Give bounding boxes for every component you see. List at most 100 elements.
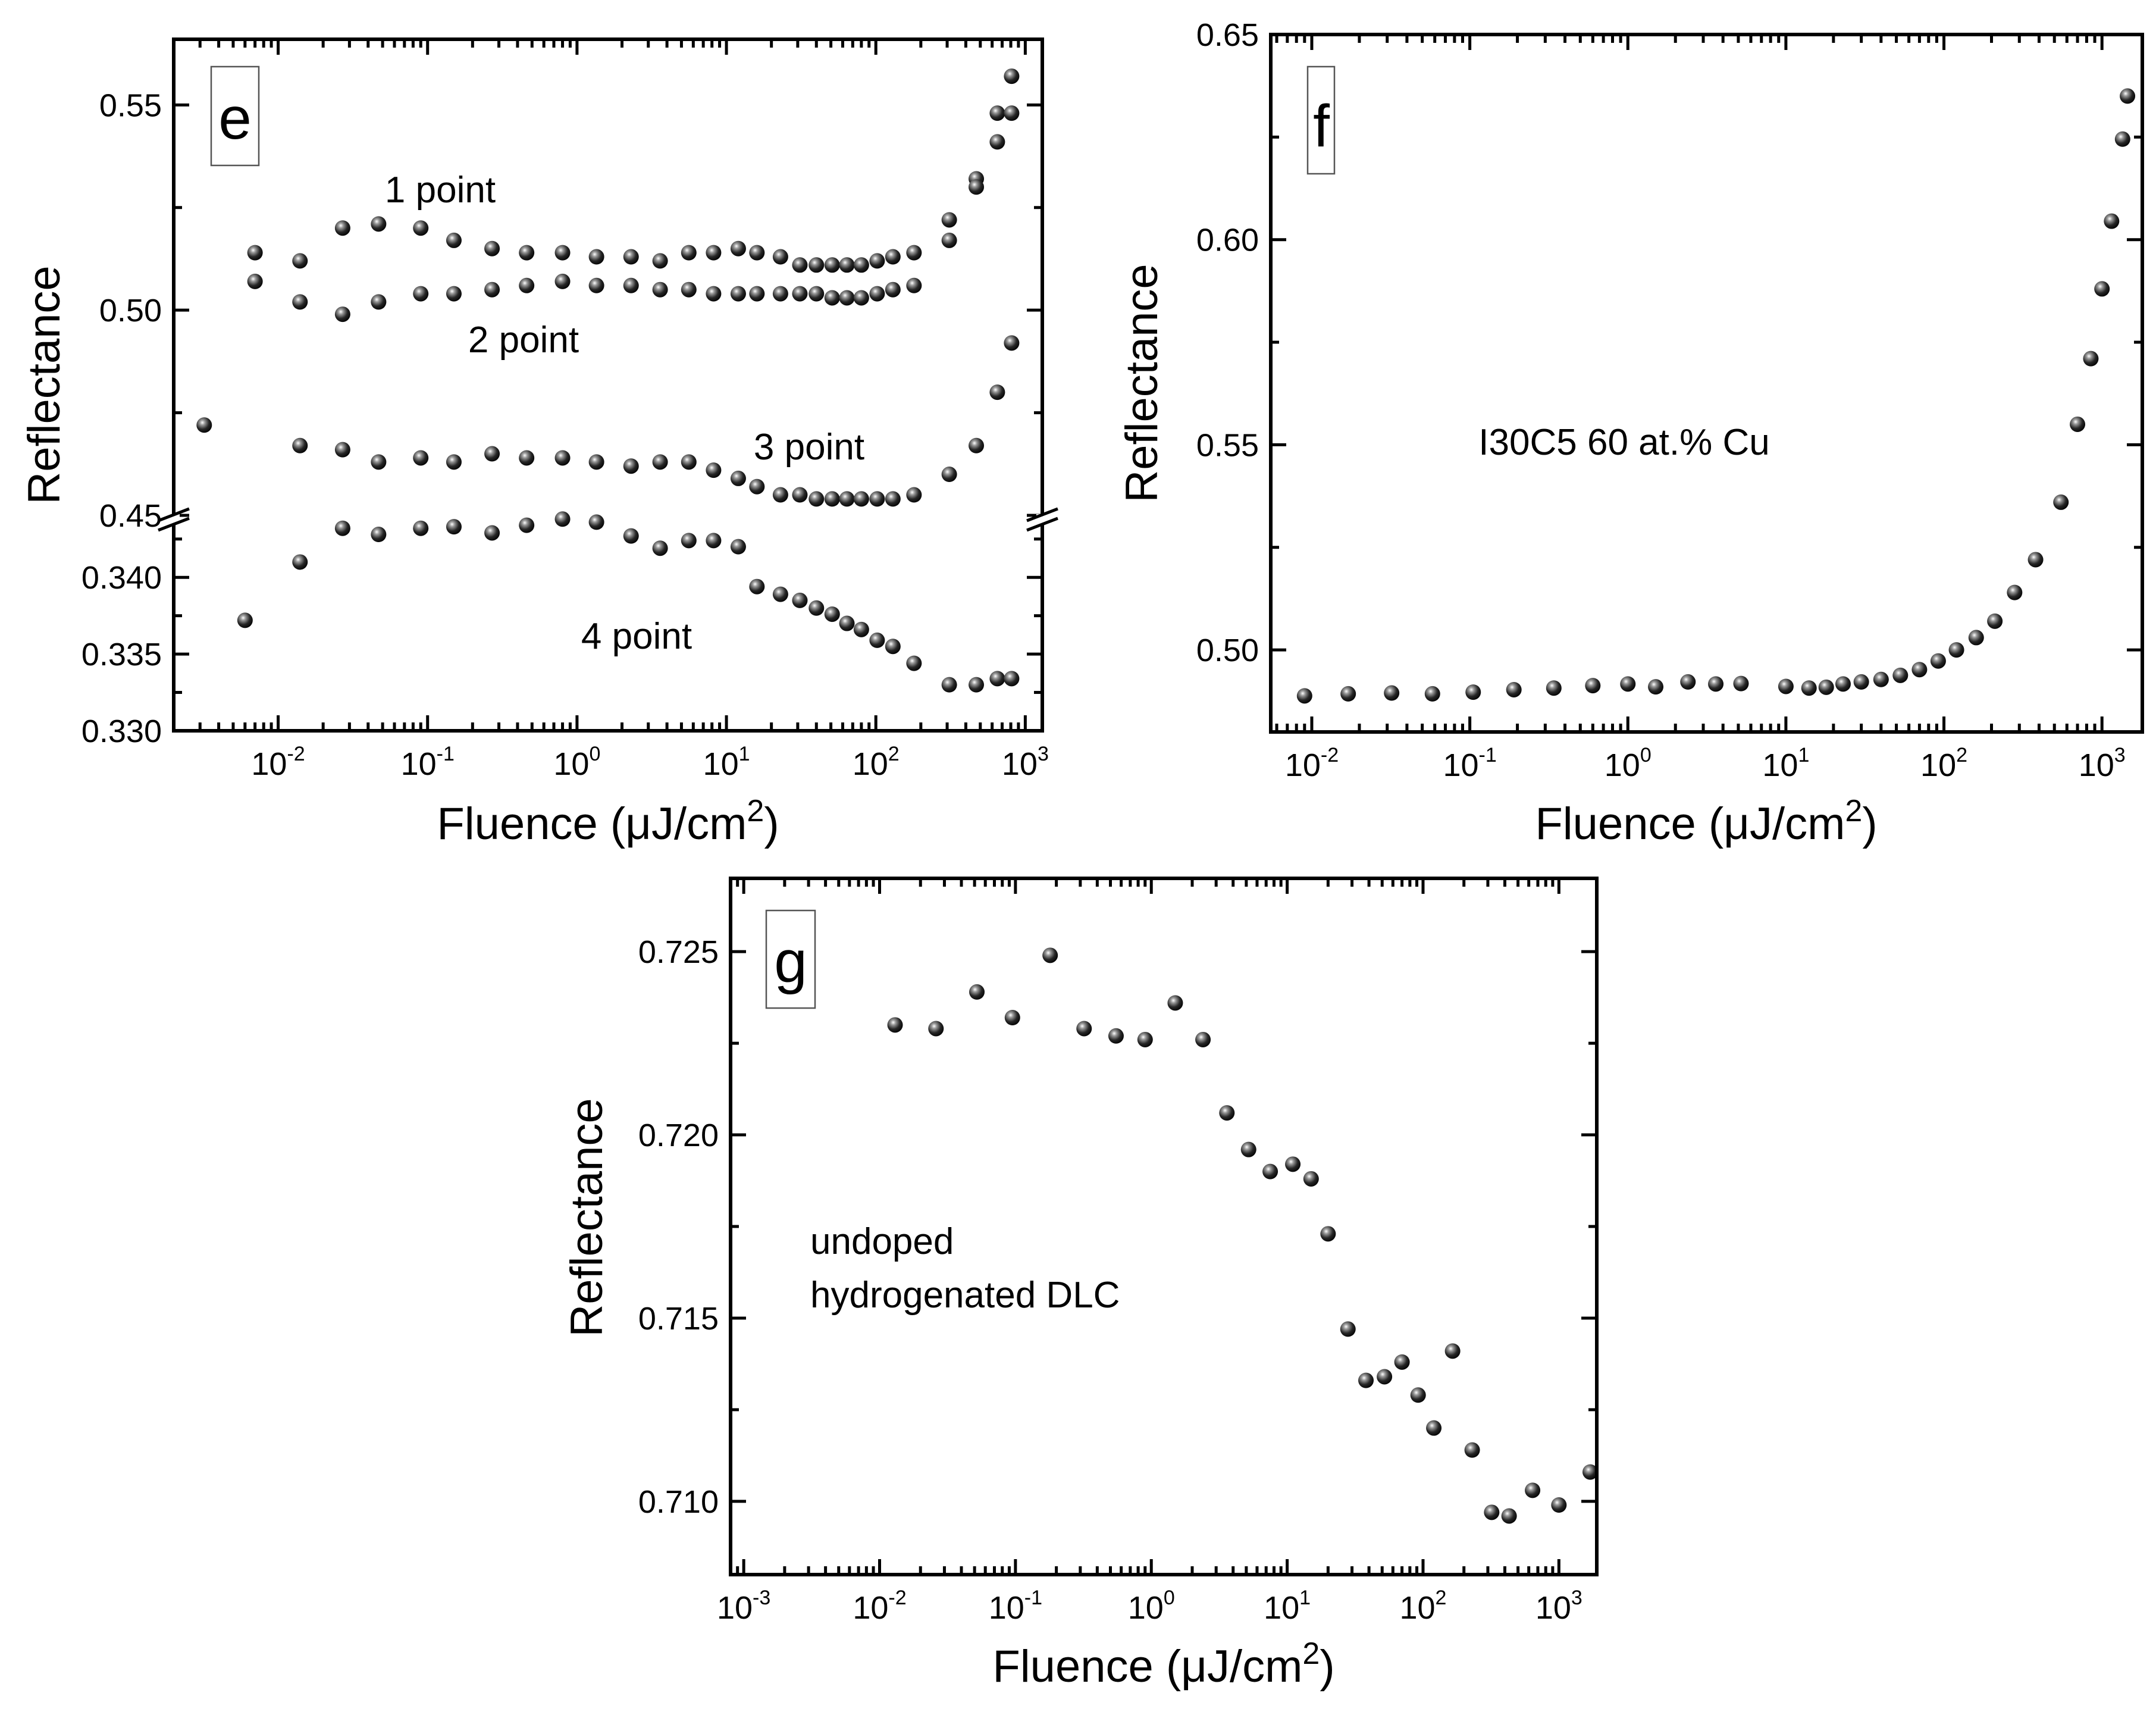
panel-label-box <box>1306 65 1336 175</box>
data-point-4-point <box>824 606 840 622</box>
y-tick-label: 0.55 <box>1196 427 1259 463</box>
data-point-3-point <box>839 491 855 507</box>
data-point-2-point <box>588 277 604 293</box>
x-tick-label: 10-2 <box>251 743 305 782</box>
data-point-undoped-hydrogenated-dlc <box>1137 1031 1153 1047</box>
data-point-3-point <box>413 450 429 466</box>
data-point-undoped-hydrogenated-dlc <box>1262 1163 1278 1179</box>
data-point-undoped-hydrogenated-dlc <box>1582 1464 1598 1480</box>
x-tick-label: 100 <box>1128 1587 1175 1626</box>
x-tick-label: 103 <box>1002 743 1049 782</box>
y-tick-label: 0.330 <box>82 714 162 749</box>
data-point-4-point <box>853 621 869 637</box>
data-point-4-point <box>869 632 885 648</box>
data-point-2-point <box>446 286 462 302</box>
data-point-3-point <box>588 454 604 470</box>
data-point-3-point <box>941 467 957 483</box>
data-point-3-point <box>792 487 808 503</box>
data-point-1-point <box>839 257 855 273</box>
data-point-3-point <box>749 478 765 495</box>
data-point-1-point <box>247 245 263 261</box>
data-point-2-point <box>554 273 571 289</box>
data-point-i30c5-60-at.%-cu <box>1384 685 1400 701</box>
data-point-i30c5-60-at.%-cu <box>1873 671 1889 687</box>
y-axis-title: Reflectance <box>562 1098 612 1337</box>
data-point-i30c5-60-at.%-cu <box>1835 676 1851 692</box>
data-point-3-point <box>772 487 788 503</box>
data-point-3-point <box>706 462 722 478</box>
data-point-i30c5-60-at.%-cu <box>1778 678 1794 694</box>
data-point-2-point <box>869 286 885 302</box>
y-tick-label: 0.50 <box>99 293 162 328</box>
data-point-undoped-hydrogenated-dlc <box>1377 1369 1393 1385</box>
data-point-3-point <box>730 470 746 486</box>
data-point-1-point <box>292 253 308 269</box>
data-point-i30c5-60-at.%-cu <box>2120 88 2136 104</box>
data-point-3-point <box>853 491 869 507</box>
data-point-i30c5-60-at.%-cu <box>1680 674 1696 690</box>
data-point-4-point <box>371 527 387 543</box>
data-point-2-point <box>334 306 350 323</box>
data-point-2-point <box>772 286 788 302</box>
data-point-i30c5-60-at.%-cu <box>1911 662 1928 678</box>
data-point-undoped-hydrogenated-dlc <box>1426 1420 1442 1436</box>
y-tick-label: 0.50 <box>1196 633 1259 668</box>
x-tick-label: 101 <box>1762 744 1809 783</box>
data-point-3-point <box>623 458 639 474</box>
data-point-undoped-hydrogenated-dlc <box>1444 1343 1461 1359</box>
x-tick-label: 102 <box>1399 1587 1446 1626</box>
data-point-i30c5-60-at.%-cu <box>1296 688 1312 704</box>
data-point-undoped-hydrogenated-dlc <box>1240 1141 1256 1157</box>
data-point-4-point <box>413 520 429 536</box>
chart-panel-e: 10-2 10-1 100 101 102 103 0.45 0.50 0.55 0.330 0.3… <box>19 37 1058 849</box>
data-point-2-point <box>623 277 639 293</box>
data-point-1-point <box>941 212 957 228</box>
x-axis-title: Fluence (μJ/cm2) <box>1535 794 1877 849</box>
x-tick-label: 10-2 <box>1285 744 1339 783</box>
data-point-2-point <box>824 290 840 306</box>
data-point-1-point <box>808 257 825 273</box>
data-point-undoped-hydrogenated-dlc <box>1303 1171 1319 1187</box>
data-point-2-point <box>749 286 765 302</box>
y-tick-label: 0.60 <box>1196 223 1259 258</box>
y-tick-label: 0.710 <box>638 1484 719 1520</box>
data-point-undoped-hydrogenated-dlc <box>1195 1031 1211 1047</box>
x-tick-label: 102 <box>1920 744 1967 783</box>
y-tick-label: 0.340 <box>82 560 162 596</box>
data-point-4-point <box>588 514 604 530</box>
data-point-4-point <box>839 615 855 631</box>
data-point-4-point <box>989 671 1005 687</box>
data-point-1-point <box>371 216 387 232</box>
data-point-1-point <box>885 249 901 265</box>
data-point-i30c5-60-at.%-cu <box>1930 653 1946 669</box>
x-tick-label: 10-1 <box>401 743 455 782</box>
y-tick-label: 0.725 <box>638 934 719 970</box>
data-point-2-point <box>681 281 697 298</box>
data-point-i30c5-60-at.%-cu <box>1818 679 1834 695</box>
data-point-3-point <box>869 491 885 507</box>
x-tick-label: 10-1 <box>989 1587 1042 1626</box>
x-tick-label: 10-2 <box>853 1587 906 1626</box>
data-point-undoped-hydrogenated-dlc <box>1501 1508 1517 1524</box>
data-point-undoped-hydrogenated-dlc <box>1285 1156 1301 1172</box>
data-point-4-point <box>623 528 639 544</box>
data-point-i30c5-60-at.%-cu <box>2114 131 2130 147</box>
data-point-undoped-hydrogenated-dlc <box>1551 1497 1567 1513</box>
data-point-3-point <box>906 487 922 503</box>
data-point-2-point <box>853 290 869 306</box>
data-point-i30c5-60-at.%-cu <box>1892 667 1909 683</box>
x-tick-label: 10-1 <box>1443 744 1496 783</box>
data-point-1-point <box>824 257 840 273</box>
data-point-3-point <box>824 491 840 507</box>
axis-break-mark <box>158 507 190 522</box>
y-tick-label: 0.55 <box>99 87 162 123</box>
data-point-i30c5-60-at.%-cu <box>1987 613 2003 629</box>
data-point-3-point <box>196 417 212 433</box>
data-point-4-point <box>808 600 825 616</box>
data-point-3-point <box>446 454 462 470</box>
data-point-1-point <box>652 253 668 269</box>
data-point-3-point <box>885 491 901 507</box>
data-point-undoped-hydrogenated-dlc <box>1340 1321 1356 1337</box>
data-point-undoped-hydrogenated-dlc <box>1484 1504 1500 1520</box>
data-point-i30c5-60-at.%-cu <box>2070 416 2086 432</box>
